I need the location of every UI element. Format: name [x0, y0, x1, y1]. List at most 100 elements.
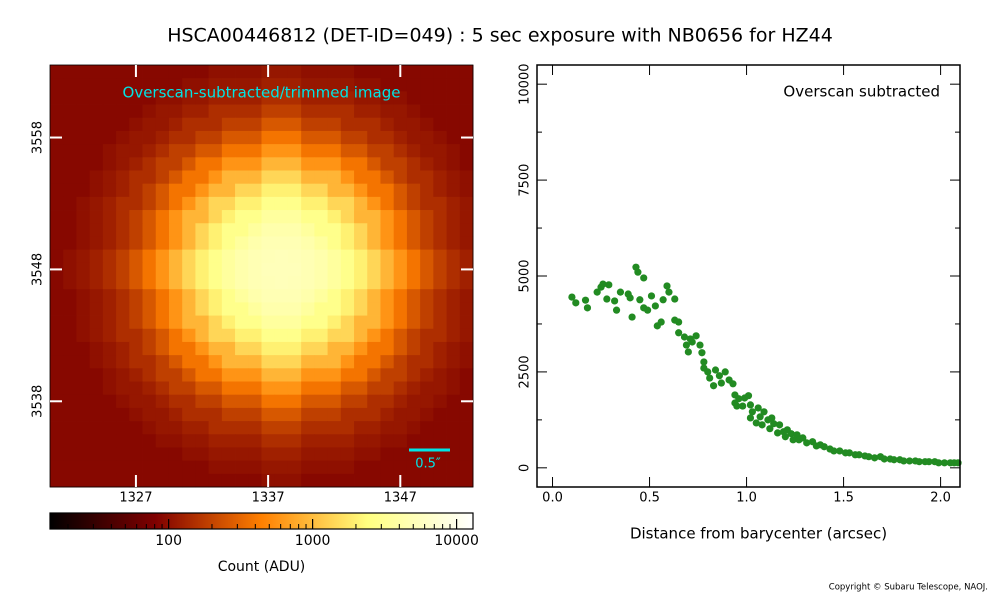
point — [900, 457, 908, 465]
pixel — [420, 276, 434, 290]
pixel — [340, 104, 355, 119]
pixel — [446, 460, 461, 475]
pixel — [274, 65, 289, 79]
pixel — [314, 236, 328, 251]
pixel — [63, 223, 77, 237]
pixel — [446, 196, 461, 211]
pixel — [63, 434, 77, 448]
pixel — [248, 104, 262, 119]
pixel — [208, 328, 223, 343]
pixel — [301, 196, 315, 211]
pixel — [261, 210, 276, 224]
pixel — [248, 421, 262, 435]
pixel — [168, 434, 183, 448]
x-tick-label: 1347 — [384, 491, 417, 506]
pixel — [393, 381, 408, 396]
pixel — [459, 407, 474, 422]
pixel — [459, 328, 474, 343]
pixel — [116, 341, 130, 356]
pixel — [129, 341, 143, 356]
pixel — [367, 196, 381, 211]
pixel — [380, 302, 395, 316]
pixel — [406, 368, 421, 382]
pixel — [340, 289, 355, 303]
pixel — [367, 223, 381, 237]
pixel — [221, 196, 236, 211]
pixel — [142, 223, 157, 237]
pixel — [155, 196, 170, 211]
pixel — [63, 460, 77, 475]
pixel — [367, 434, 381, 448]
y-tick-label: 2500 — [518, 355, 533, 388]
pixel — [195, 407, 210, 422]
pixel — [76, 236, 91, 251]
pixel — [406, 210, 421, 224]
pixel — [327, 104, 342, 119]
point — [605, 281, 613, 289]
pixel — [221, 460, 236, 475]
pixel — [102, 144, 117, 158]
pixel — [102, 447, 117, 462]
pixel — [208, 65, 223, 79]
pixel — [420, 394, 434, 409]
pixel — [274, 262, 289, 277]
pixel — [380, 262, 395, 277]
pixel — [142, 78, 157, 92]
pixel — [235, 328, 249, 343]
pixel — [301, 276, 315, 290]
pixel — [76, 91, 91, 105]
pixel — [340, 473, 355, 488]
pixel — [287, 104, 302, 119]
pixel — [433, 355, 447, 369]
pixel — [63, 183, 77, 198]
pixel — [406, 157, 421, 171]
pixel — [50, 460, 64, 475]
pixel — [102, 223, 117, 237]
pixel — [208, 447, 223, 462]
pixel — [155, 447, 170, 462]
pixel — [248, 289, 262, 303]
pixel — [340, 341, 355, 356]
pixel — [142, 381, 157, 396]
pixel — [76, 157, 91, 171]
pixel — [116, 170, 130, 185]
point — [636, 296, 644, 304]
pixel — [195, 328, 210, 343]
pixel — [287, 157, 302, 171]
pixel — [142, 183, 157, 198]
pixel — [274, 223, 289, 237]
figure-title: HSCA00446812 (DET-ID=049) : 5 sec exposu… — [167, 25, 833, 47]
x-tick-label: 1337 — [252, 491, 285, 506]
pixel — [182, 249, 196, 264]
pixel — [420, 302, 434, 316]
point — [651, 302, 659, 310]
pixel — [155, 262, 170, 277]
pixel — [142, 276, 157, 290]
point — [671, 295, 679, 303]
pixel — [102, 407, 117, 422]
pixel — [76, 65, 91, 79]
point — [663, 282, 671, 290]
pixel — [327, 210, 342, 224]
pixel — [168, 236, 183, 251]
pixel — [301, 315, 315, 330]
pixel — [287, 91, 302, 105]
pixel — [274, 236, 289, 251]
pixel — [314, 144, 328, 158]
pixel — [367, 262, 381, 277]
pixel — [142, 368, 157, 382]
pixel — [354, 407, 368, 422]
pixel — [248, 315, 262, 330]
pixel — [327, 157, 342, 171]
pixel — [354, 315, 368, 330]
y-tick-label: 5000 — [518, 259, 533, 292]
pixel — [301, 460, 315, 475]
pixel — [155, 421, 170, 435]
pixel — [367, 328, 381, 343]
pixel — [155, 473, 170, 488]
point — [940, 459, 949, 467]
pixel — [287, 170, 302, 185]
pixel — [446, 368, 461, 382]
pixel — [221, 104, 236, 119]
pixel — [327, 130, 342, 145]
